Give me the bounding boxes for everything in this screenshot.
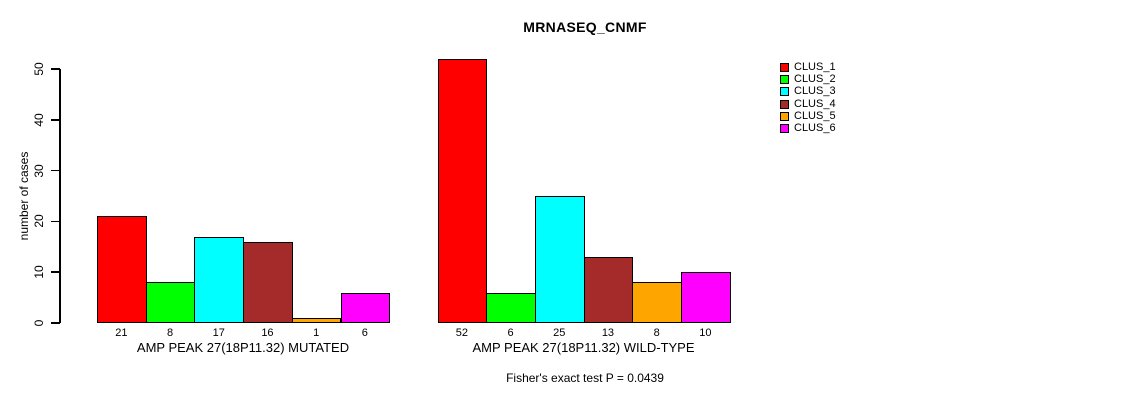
bar-clus_4-group1 (583, 256, 634, 323)
y-axis-tick (51, 322, 60, 324)
legend: CLUS_1 CLUS_2 CLUS_3 CLUS_4 CLUS_5 CLUS_6 (780, 61, 836, 135)
y-axis-tick-label: 0 (32, 319, 46, 327)
legend-label: CLUS_6 (794, 122, 836, 135)
bar-value-label: 52 (455, 327, 468, 339)
legend-swatch (780, 99, 789, 109)
legend-item-clus_4: CLUS_4 (780, 98, 836, 110)
bar-value-label: 6 (507, 327, 514, 339)
bar-value-label: 6 (361, 327, 368, 339)
legend-item-clus_3: CLUS_3 (780, 86, 836, 98)
legend-item-clus_6: CLUS_6 (780, 122, 836, 134)
legend-label: CLUS_4 (794, 97, 836, 110)
legend-label: CLUS_1 (794, 60, 836, 73)
bar-value-label: 10 (699, 327, 712, 339)
bar-clus_5-group1 (632, 282, 682, 323)
y-axis-tick-label: 20 (32, 214, 46, 229)
legend-label: CLUS_5 (794, 109, 836, 122)
y-axis-line (59, 69, 61, 323)
bar-value-label: 17 (212, 327, 225, 339)
bar-clus_4-group0 (243, 241, 293, 323)
legend-swatch (780, 111, 789, 121)
legend-item-clus_1: CLUS_1 (780, 61, 836, 73)
bar-value-label: 25 (553, 327, 566, 339)
bar-value-label: 8 (653, 327, 660, 339)
legend-swatch (780, 87, 789, 97)
bar-value-label: 21 (115, 327, 128, 339)
bar-clus_6-group0 (340, 292, 391, 323)
y-axis-tick (51, 271, 60, 273)
y-axis-tick (51, 119, 60, 121)
bar-clus_3-group0 (194, 236, 245, 323)
bar-clus_5-group0 (291, 317, 342, 323)
legend-item-clus_5: CLUS_5 (780, 110, 836, 122)
legend-label: CLUS_3 (794, 85, 836, 98)
bar-value-label: 8 (166, 327, 174, 339)
y-axis-tick-label: 10 (32, 265, 46, 279)
bar-value-label: 1 (313, 327, 320, 339)
bar-clus_3-group1 (534, 196, 585, 323)
y-axis-tick-label: 40 (32, 113, 46, 127)
bar-clus_1-group1 (437, 58, 488, 323)
y-axis-label: number of cases (17, 151, 31, 241)
bar-clus_2-group1 (486, 292, 536, 323)
bar-clus_1-group0 (97, 216, 147, 323)
x-group-label-mutated: AMP PEAK 27(18P11.32) MUTATED (136, 340, 350, 355)
legend-swatch (780, 124, 789, 134)
bar-clus_6-group1 (681, 272, 731, 323)
x-group-label-wild-type: AMP PEAK 27(18P11.32) WILD-TYPE (472, 340, 695, 355)
legend-label: CLUS_2 (794, 72, 836, 85)
y-axis-tick-label: 50 (32, 62, 46, 76)
y-axis-tick (51, 220, 60, 223)
legend-swatch (780, 74, 789, 84)
bar-clus_2-group0 (145, 282, 196, 323)
bar-value-label: 16 (261, 327, 274, 339)
bar-value-label: 13 (601, 327, 615, 339)
y-axis-tick-label: 30 (32, 163, 46, 178)
chart-title: MRNASEQ_CNMF (523, 19, 647, 35)
legend-swatch (780, 62, 789, 72)
legend-item-clus_2: CLUS_2 (780, 73, 836, 85)
fisher-test-annotation: Fisher's exact test P = 0.0439 (506, 371, 664, 385)
y-axis-tick (51, 68, 60, 70)
y-axis-tick (51, 169, 60, 172)
